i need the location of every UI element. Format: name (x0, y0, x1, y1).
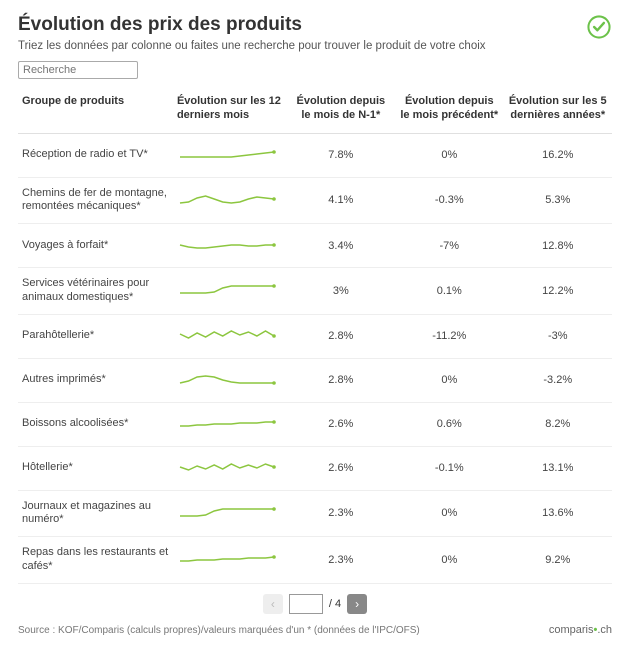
source-text: Source : KOF/Comparis (calculs propres)/… (18, 625, 420, 636)
value-cell: 12.8% (504, 224, 612, 268)
value-cell: 0% (395, 133, 503, 177)
sparkline-icon (177, 278, 277, 300)
value-cell: 2.3% (287, 490, 395, 537)
value-cell: -3.2% (504, 358, 612, 402)
value-cell: 3% (287, 268, 395, 315)
header-row: Évolution des prix des produits Triez le… (18, 14, 612, 60)
col-prev-month[interactable]: Évolution depuis le mois précédent* (395, 89, 503, 133)
value-cell: 13.6% (504, 490, 612, 537)
sparkline-cell (173, 446, 287, 490)
page-subtitle: Triez les données par colonne ou faites … (18, 40, 486, 52)
value-cell: -7% (395, 224, 503, 268)
sparkline-icon (177, 324, 277, 346)
value-cell: -11.2% (395, 314, 503, 358)
sparkline-cell (173, 224, 287, 268)
value-cell: 7.8% (287, 133, 395, 177)
checkmark-badge-icon (586, 14, 612, 40)
col-5-years[interactable]: Évolution sur les 5 dernières années* (504, 89, 612, 133)
value-cell: 5.3% (504, 177, 612, 224)
value-cell: 2.6% (287, 402, 395, 446)
value-cell: 9.2% (504, 537, 612, 584)
col-product-group[interactable]: Groupe de produits (18, 89, 173, 133)
col-since-n1[interactable]: Évolution depuis le mois de N-1* (287, 89, 395, 133)
sparkline-icon (177, 368, 277, 390)
sparkline-cell (173, 358, 287, 402)
value-cell: 2.6% (287, 446, 395, 490)
value-cell: 2.8% (287, 314, 395, 358)
value-cell: 3.4% (287, 224, 395, 268)
sparkline-icon (177, 412, 277, 434)
next-page-button[interactable]: › (347, 594, 367, 614)
brand-logo: comparis•.ch (549, 624, 612, 636)
sparkline-icon (177, 233, 277, 255)
footer: Source : KOF/Comparis (calculs propres)/… (18, 624, 612, 636)
brand-part-a: comparis (549, 624, 594, 636)
table-row: Réception de radio et TV* 7.8%0%16.2% (18, 133, 612, 177)
sparkline-cell (173, 402, 287, 446)
value-cell: -3% (504, 314, 612, 358)
sparkline-cell (173, 177, 287, 224)
page-title: Évolution des prix des produits (18, 14, 486, 36)
value-cell: 13.1% (504, 446, 612, 490)
col-12-months[interactable]: Évolution sur les 12 derniers mois (173, 89, 287, 133)
brand-part-b: .ch (597, 624, 612, 636)
product-name: Hôtellerie* (18, 446, 173, 490)
sparkline-cell (173, 490, 287, 537)
sparkline-cell (173, 314, 287, 358)
value-cell: 2.8% (287, 358, 395, 402)
table-row: Services vétérinaires pour animaux domes… (18, 268, 612, 315)
product-name: Journaux et magazines au numéro* (18, 490, 173, 537)
product-name: Boissons alcoolisées* (18, 402, 173, 446)
product-name: Voyages à forfait* (18, 224, 173, 268)
sparkline-cell (173, 537, 287, 584)
page-input[interactable] (289, 594, 323, 614)
table-row: Repas dans les restaurants et cafés* 2.3%… (18, 537, 612, 584)
data-table: Groupe de produits Évolution sur les 12 … (18, 89, 612, 584)
page-total-label: / 4 (329, 598, 341, 610)
value-cell: -0.1% (395, 446, 503, 490)
value-cell: 0.6% (395, 402, 503, 446)
table-row: Chemins de fer de montagne, remontées mé… (18, 177, 612, 224)
value-cell: -0.3% (395, 177, 503, 224)
sparkline-icon (177, 188, 277, 210)
table-body: Réception de radio et TV*7.8%0%16.2%Chem… (18, 133, 612, 583)
product-name: Repas dans les restaurants et cafés* (18, 537, 173, 584)
sparkline-icon (177, 501, 277, 523)
search-input[interactable] (18, 61, 138, 79)
sparkline-icon (177, 456, 277, 478)
product-name: Parahôtellerie* (18, 314, 173, 358)
product-name: Réception de radio et TV* (18, 133, 173, 177)
table-row: Parahôtellerie* 2.8%-11.2%-3% (18, 314, 612, 358)
product-name: Chemins de fer de montagne, remontées mé… (18, 177, 173, 224)
table-row: Boissons alcoolisées* 2.6%0.6%8.2% (18, 402, 612, 446)
sparkline-cell (173, 268, 287, 315)
sparkline-cell (173, 133, 287, 177)
value-cell: 0% (395, 358, 503, 402)
value-cell: 16.2% (504, 133, 612, 177)
header-text: Évolution des prix des produits Triez le… (18, 14, 486, 60)
table-row: Voyages à forfait* 3.4%-7%12.8% (18, 224, 612, 268)
sparkline-icon (177, 547, 277, 569)
table-row: Journaux et magazines au numéro* 2.3%0%13… (18, 490, 612, 537)
pagination: ‹ / 4 › (18, 594, 612, 614)
table-row: Hôtellerie* 2.6%-0.1%13.1% (18, 446, 612, 490)
prev-page-button[interactable]: ‹ (263, 594, 283, 614)
value-cell: 2.3% (287, 537, 395, 584)
value-cell: 12.2% (504, 268, 612, 315)
value-cell: 8.2% (504, 402, 612, 446)
page-container: Évolution des prix des produits Triez le… (0, 0, 630, 646)
value-cell: 4.1% (287, 177, 395, 224)
value-cell: 0% (395, 490, 503, 537)
product-name: Services vétérinaires pour animaux domes… (18, 268, 173, 315)
table-row: Autres imprimés* 2.8%0%-3.2% (18, 358, 612, 402)
table-header: Groupe de produits Évolution sur les 12 … (18, 89, 612, 133)
value-cell: 0% (395, 537, 503, 584)
product-name: Autres imprimés* (18, 358, 173, 402)
value-cell: 0.1% (395, 268, 503, 315)
sparkline-icon (177, 143, 277, 165)
